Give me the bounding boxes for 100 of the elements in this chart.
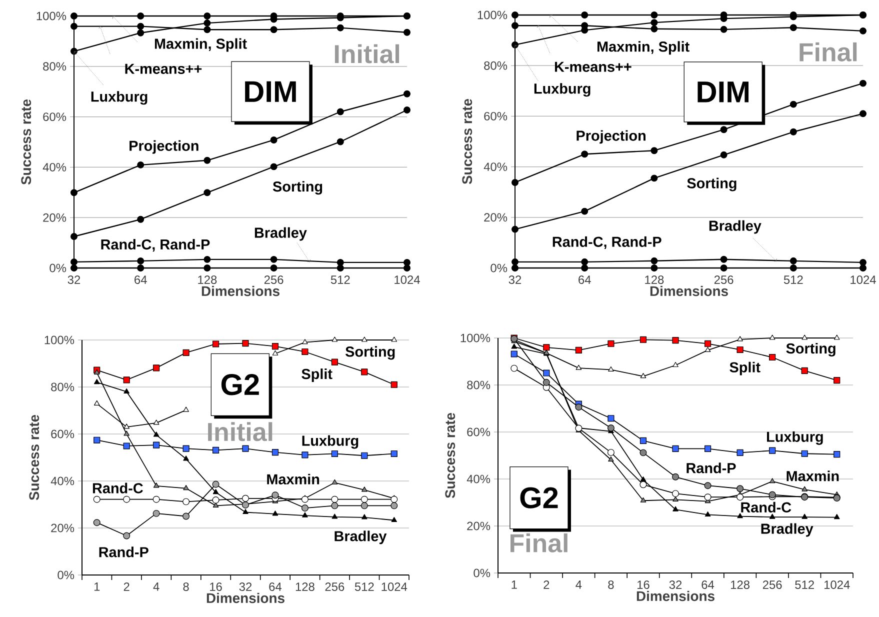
- annotation: K-means++: [554, 62, 632, 72]
- y-tick-label: 0%: [58, 570, 74, 580]
- y-tick-label: 40%: [42, 162, 66, 172]
- text: G2: [221, 374, 259, 396]
- y-axis-title: Success rate: [21, 99, 32, 185]
- x-tick-label: 2: [544, 580, 550, 589]
- x-tick-label: 2: [124, 582, 130, 591]
- y-tick-label: 20%: [51, 524, 74, 532]
- x-tick-label: 512: [354, 582, 374, 591]
- text: DIM: [245, 81, 296, 102]
- x-tick-label: 256: [762, 580, 782, 589]
- x-tick-label: 32: [508, 276, 522, 284]
- annotation: Rand-C, Rand-P: [101, 238, 210, 252]
- x-axis-title: Dimensions: [202, 286, 280, 296]
- series-label: Bradley: [761, 523, 814, 537]
- x-tick-label: 128: [645, 276, 664, 284]
- x-tick-label: 1024: [824, 580, 850, 589]
- series-label: Maxmin: [786, 470, 839, 482]
- annotation: Sorting: [272, 181, 322, 195]
- y-tick-label: 100%: [460, 334, 490, 342]
- annotation: Luxburg: [534, 83, 590, 97]
- annotation: K-means++: [125, 64, 202, 74]
- y-tick-label: 20%: [467, 522, 490, 530]
- y-tick-label: 0%: [490, 264, 508, 272]
- x-tick-label: 256: [264, 276, 284, 284]
- text: Final: [510, 533, 568, 552]
- x-tick-label: 512: [784, 276, 803, 284]
- series-label: Rand-P: [686, 462, 736, 474]
- series-label: Split: [302, 368, 332, 382]
- text: Initial: [334, 44, 400, 64]
- x-tick-label: 1: [94, 582, 100, 591]
- x-tick-label: 64: [269, 582, 282, 591]
- annotation: Bradley: [709, 220, 762, 234]
- x-tick-label: 128: [198, 276, 217, 284]
- y-tick-label: 60%: [43, 112, 66, 122]
- annotation: Projection: [130, 140, 198, 154]
- series-label: Maxmin: [267, 474, 320, 484]
- y-tick-label: 60%: [484, 112, 508, 120]
- series-label: Rand-C: [741, 502, 792, 513]
- x-axis-title: Dimensions: [636, 590, 714, 602]
- x-axis-title: Dimensions: [650, 286, 728, 296]
- y-tick-label: 100%: [44, 336, 74, 344]
- y-axis-title: Success rate: [462, 98, 472, 184]
- x-tick-label: 64: [134, 276, 147, 284]
- x-tick-label: 32: [669, 580, 682, 589]
- annotation: Projection: [576, 130, 646, 144]
- y-axis-title: Success rate: [445, 412, 456, 498]
- text: Initial: [208, 422, 272, 442]
- x-tick-label: 4: [153, 582, 160, 591]
- y-axis-title: Success rate: [29, 414, 40, 500]
- x-tick-label: 512: [330, 276, 350, 284]
- text: G2: [520, 487, 558, 508]
- x-tick-label: 128: [296, 582, 314, 591]
- y-tick-label: 0%: [50, 264, 66, 272]
- series-label: Luxburg: [302, 435, 358, 449]
- x-tick-label: 16: [210, 582, 222, 591]
- series-label: Sorting: [346, 346, 395, 360]
- x-tick-label: 512: [795, 580, 814, 589]
- x-tick-label: 64: [578, 276, 591, 284]
- y-tick-label: 60%: [467, 428, 490, 436]
- series-label: Split: [730, 362, 760, 376]
- x-tick-label: 256: [714, 276, 734, 284]
- y-tick-label: 40%: [484, 162, 508, 172]
- annotation: Maxmin, Split: [154, 38, 247, 52]
- x-tick-label: 4: [576, 580, 582, 589]
- series-label: Rand-P: [99, 546, 148, 558]
- y-tick-label: 20%: [484, 213, 508, 222]
- y-tick-label: 100%: [478, 10, 508, 20]
- text: Final: [800, 42, 857, 62]
- y-tick-label: 100%: [36, 12, 66, 20]
- series-label: Bradley: [334, 530, 387, 544]
- y-tick-label: 80%: [43, 62, 66, 71]
- x-tick-label: 1: [512, 580, 517, 589]
- x-tick-label: 256: [325, 582, 344, 591]
- y-tick-label: 40%: [50, 476, 74, 486]
- y-tick-label: 0%: [474, 568, 490, 578]
- x-axis-title: Dimensions: [206, 592, 284, 604]
- x-tick-label: 1024: [394, 276, 420, 284]
- annotation: Maxmin, Split: [597, 41, 690, 55]
- text: DIM: [698, 82, 749, 102]
- y-tick-label: 80%: [484, 61, 508, 70]
- y-tick-label: 60%: [51, 430, 74, 438]
- series-label: Sorting: [786, 342, 836, 357]
- x-tick-label: 32: [239, 582, 252, 591]
- annotation: Luxburg: [91, 91, 148, 105]
- annotation: Rand-C, Rand-P: [552, 236, 662, 250]
- y-tick-label: 40%: [466, 474, 490, 484]
- annotation: Sorting: [687, 178, 736, 192]
- x-tick-label: 8: [183, 582, 189, 591]
- x-tick-label: 32: [68, 276, 80, 284]
- x-tick-label: 64: [702, 580, 714, 589]
- x-tick-label: 1024: [850, 276, 876, 284]
- x-tick-label: 16: [637, 580, 650, 589]
- x-tick-label: 1024: [382, 582, 408, 591]
- x-tick-label: 8: [608, 580, 614, 589]
- y-tick-label: 80%: [51, 382, 74, 392]
- y-tick-label: 80%: [467, 380, 490, 390]
- annotation: Bradley: [254, 227, 307, 241]
- y-tick-label: 20%: [43, 213, 66, 222]
- series-label: Rand-C: [92, 482, 143, 494]
